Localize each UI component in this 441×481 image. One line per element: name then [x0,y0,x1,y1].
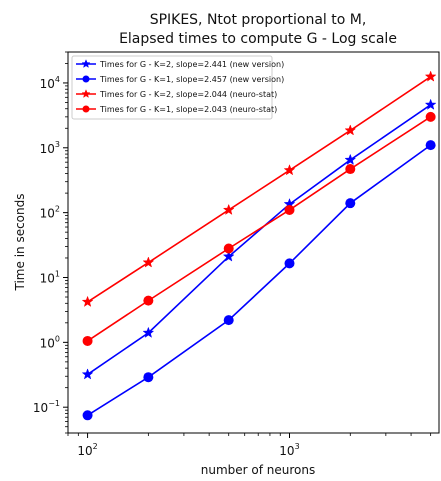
y-tick-label-base: 10 [33,401,48,415]
y-tick-label-exponent: 0 [55,334,60,343]
data-point [425,140,436,151]
legend-marker [82,75,90,83]
data-point [344,124,357,136]
data-point [345,198,356,209]
chart-title: SPIKES, Ntot proportional to M, [150,12,367,28]
y-tick-label-base: 10 [40,271,55,285]
y-tick-label-exponent: 2 [55,205,60,214]
legend-item-4: Times for G - K=1, slope=2.043 (neuro-st… [76,105,277,114]
legend-label: Times for G - K=2, slope=2.441 (new vers… [99,60,284,69]
legend-item-3: Times for G - K=2, slope=2.044 (neuro-st… [76,89,277,99]
series-1 [81,98,437,380]
y-tick-label: 102 [40,205,60,221]
y-tick-label: 100 [40,334,60,350]
x-tick-label: 102 [77,442,97,458]
series-layer [81,70,437,421]
legend-marker [81,59,91,68]
legend-marker [81,89,91,98]
data-point [143,295,154,306]
data-point [424,98,437,110]
x-tick-label-exponent: 2 [93,442,98,451]
data-point [142,326,155,338]
data-point [284,258,295,269]
plot-frame [67,51,440,434]
y-tick-label-exponent: −1 [48,399,60,408]
x-tick-label: 103 [279,442,299,458]
series-3 [81,70,437,307]
series-line [87,116,432,342]
y-tick-label: 104 [40,75,60,91]
legend-frame [71,55,273,120]
data-point [344,153,357,165]
data-point [223,243,234,254]
series-4 [82,111,436,346]
data-point [345,164,356,175]
y-tick-label: 10−1 [33,399,60,415]
data-point [143,372,154,383]
chart-subtitle: Elapsed times to compute G - Log scale [119,31,397,47]
y-tick-label-base: 10 [40,142,55,156]
data-point [142,256,155,268]
series-line [87,104,432,376]
y-tick-label-exponent: 4 [55,75,60,84]
x-tick-label-exponent: 3 [295,442,300,451]
series-line [87,144,432,416]
x-axis: 102 103 [67,433,432,458]
data-point [283,164,296,176]
data-point [424,70,437,82]
legend-label: Times for G - K=1, slope=2.457 (new vers… [99,75,284,84]
y-tick-label-base: 10 [40,207,55,221]
y-tick-label-exponent: 3 [55,140,60,149]
y-tick-label-base: 10 [40,336,55,350]
data-point [81,295,94,307]
series-2 [82,140,436,421]
legend-item-1: Times for G - K=2, slope=2.441 (new vers… [76,59,284,69]
legend-marker [82,105,90,113]
y-tick-label: 103 [40,140,60,156]
plot-area [67,51,440,434]
data-point [82,335,93,346]
x-tick-label-base: 10 [77,444,92,458]
y-axis-label: Time in seconds [13,194,27,292]
y-tick-label-base: 10 [40,77,55,91]
data-point [81,368,94,380]
series-line [87,75,432,303]
data-point [222,203,235,215]
data-point [425,111,436,122]
data-point [284,204,295,215]
data-point [222,250,235,262]
legend-label: Times for G - K=1, slope=2.043 (neuro-st… [99,105,277,114]
x-axis-label: number of neurons [201,463,316,477]
legend: Times for G - K=2, slope=2.441 (new vers… [71,55,284,120]
data-point [223,315,234,326]
legend-label: Times for G - K=2, slope=2.044 (neuro-st… [99,90,277,99]
data-point [82,410,93,421]
y-tick-label: 101 [40,269,60,285]
legend-item-2: Times for G - K=1, slope=2.457 (new vers… [76,75,284,84]
y-tick-label-exponent: 1 [55,269,60,278]
x-tick-label-base: 10 [279,444,294,458]
